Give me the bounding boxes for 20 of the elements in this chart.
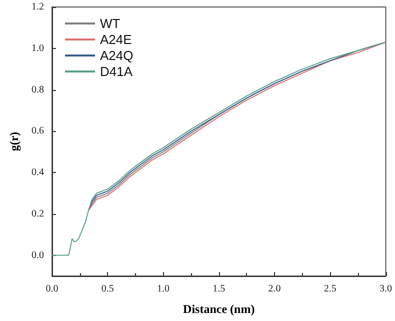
x-tick-label: 3.0 <box>380 284 392 294</box>
y-tick-label: 0.6 <box>32 126 44 137</box>
legend-label: WT <box>100 16 120 31</box>
x-tick-label: 0.0 <box>46 284 58 294</box>
legend-label: A24Q <box>100 48 134 63</box>
y-tick-label: 0.2 <box>32 208 44 220</box>
y-axis-title: g(r) <box>7 132 21 152</box>
y-tick-label: 1.2 <box>32 2 44 12</box>
x-tick-label: 1.5 <box>212 284 226 294</box>
y-tick-label: 0.8 <box>32 84 44 96</box>
y-tick-label: 0.0 <box>32 250 44 261</box>
x-tick-label: 1.0 <box>157 284 170 294</box>
x-tick-label: 0.5 <box>101 284 114 294</box>
x-tick-label: 2.5 <box>324 284 336 294</box>
legend-label: A24E <box>100 32 132 47</box>
x-tick-label: 2.0 <box>268 284 281 294</box>
x-axis-title: Distance (nm) <box>183 302 255 316</box>
y-tick-label: 1.0 <box>32 42 44 54</box>
legend-label: D41A <box>100 64 133 79</box>
y-tick-label: 0.4 <box>32 167 44 178</box>
